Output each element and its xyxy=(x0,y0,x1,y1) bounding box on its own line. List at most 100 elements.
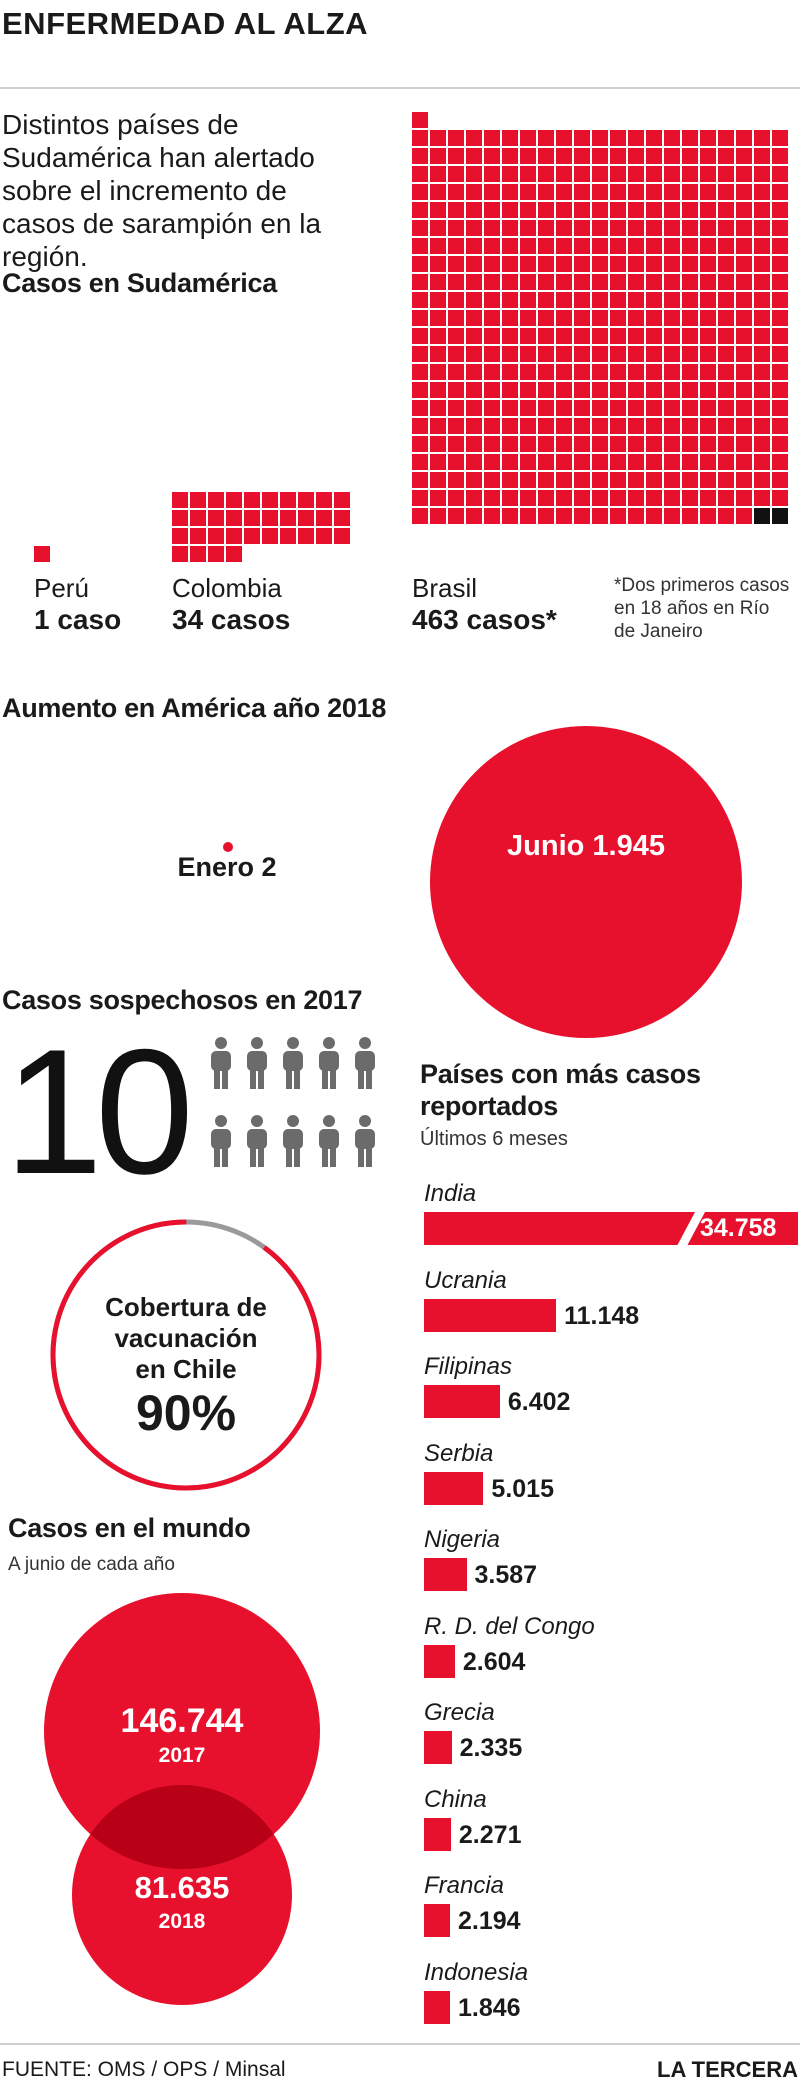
case-square xyxy=(628,184,644,200)
case-square xyxy=(430,436,446,452)
case-square xyxy=(484,472,500,488)
case-square xyxy=(718,490,734,506)
bar-label: Nigeria xyxy=(424,1526,501,1553)
case-square xyxy=(574,400,590,416)
case-square xyxy=(592,274,608,290)
case-square xyxy=(538,166,554,182)
case-square xyxy=(448,472,464,488)
case-square xyxy=(430,346,446,362)
case-square xyxy=(430,328,446,344)
case-square xyxy=(448,382,464,398)
case-square xyxy=(412,382,428,398)
case-square xyxy=(448,436,464,452)
case-square xyxy=(718,274,734,290)
case-square xyxy=(628,238,644,254)
case-square xyxy=(556,148,572,164)
case-square xyxy=(592,292,608,308)
case-square xyxy=(700,130,716,146)
case-square xyxy=(538,130,554,146)
case-square xyxy=(574,454,590,470)
case-square xyxy=(280,492,296,508)
case-square xyxy=(538,328,554,344)
case-square xyxy=(754,256,770,272)
case-square xyxy=(754,454,770,470)
case-square xyxy=(430,256,446,272)
case-square xyxy=(646,436,662,452)
case-square xyxy=(556,238,572,254)
case-square xyxy=(664,472,680,488)
case-square xyxy=(502,508,518,524)
case-square xyxy=(556,472,572,488)
case-square xyxy=(610,346,626,362)
case-square xyxy=(754,418,770,434)
case-square xyxy=(664,382,680,398)
case-square xyxy=(448,220,464,236)
case-square xyxy=(718,166,734,182)
case-square xyxy=(502,256,518,272)
case-square xyxy=(610,382,626,398)
case-square xyxy=(646,238,662,254)
bar-value: 2.194 xyxy=(458,1907,521,1935)
case-square xyxy=(244,510,260,526)
case-square xyxy=(664,310,680,326)
case-square xyxy=(448,364,464,380)
case-square xyxy=(646,256,662,272)
case-square xyxy=(502,130,518,146)
brasil-case-grid xyxy=(412,112,788,524)
case-square xyxy=(190,492,206,508)
case-square xyxy=(718,436,734,452)
case-square xyxy=(664,508,680,524)
case-square xyxy=(448,292,464,308)
case-square xyxy=(484,130,500,146)
case-square xyxy=(772,148,788,164)
case-square xyxy=(610,418,626,434)
case-square xyxy=(430,274,446,290)
person-icon xyxy=(319,1037,339,1089)
case-square xyxy=(628,364,644,380)
case-square xyxy=(754,202,770,218)
case-square xyxy=(502,292,518,308)
case-square xyxy=(502,238,518,254)
case-square xyxy=(412,454,428,470)
case-square xyxy=(172,510,188,526)
case-square xyxy=(484,328,500,344)
case-square xyxy=(592,454,608,470)
case-square xyxy=(772,490,788,506)
case-square xyxy=(700,454,716,470)
bar xyxy=(424,1990,450,2024)
case-square xyxy=(664,400,680,416)
case-square xyxy=(502,400,518,416)
case-square xyxy=(502,166,518,182)
case-square xyxy=(244,528,260,544)
case-square xyxy=(556,130,572,146)
case-square xyxy=(664,454,680,470)
case-square xyxy=(754,292,770,308)
case-square xyxy=(538,202,554,218)
case-square xyxy=(466,220,482,236)
bar-value: 2.335 xyxy=(459,1734,523,1762)
case-square xyxy=(592,202,608,218)
case-square xyxy=(772,346,788,362)
case-square xyxy=(754,130,770,146)
case-square xyxy=(718,508,734,524)
case-square xyxy=(718,238,734,254)
case-square xyxy=(682,328,698,344)
case-square xyxy=(772,274,788,290)
case-square xyxy=(646,184,662,200)
case-square xyxy=(610,166,626,182)
case-square xyxy=(448,508,464,524)
case-square xyxy=(538,400,554,416)
case-square xyxy=(484,490,500,506)
case-square xyxy=(448,184,464,200)
case-square xyxy=(646,310,662,326)
case-square xyxy=(556,454,572,470)
bar-value: 11.148 xyxy=(564,1301,640,1330)
case-square xyxy=(520,292,536,308)
case-square xyxy=(628,202,644,218)
enero-circle xyxy=(223,842,233,852)
case-square xyxy=(538,364,554,380)
case-square xyxy=(466,166,482,182)
case-square xyxy=(628,490,644,506)
bar-label: China xyxy=(424,1785,487,1813)
